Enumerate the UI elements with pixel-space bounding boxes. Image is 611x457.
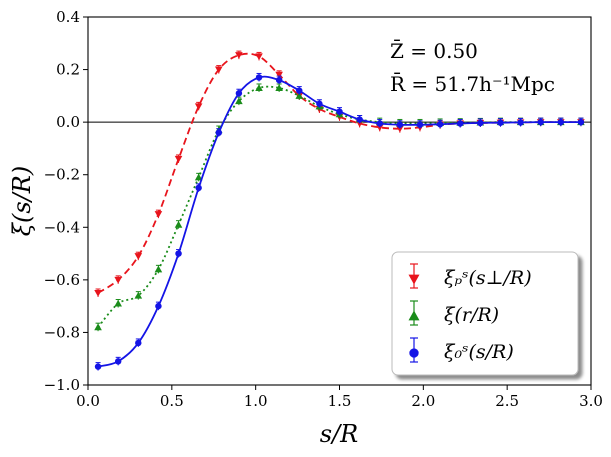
legend-marker — [408, 310, 420, 321]
data-point — [194, 103, 203, 111]
data-point — [194, 173, 203, 181]
y-tick-label: −0.4 — [44, 218, 80, 236]
legend: ξₚˢ(s⊥/R) ξ(r/R) ξ₀ˢ(s/R) — [391, 251, 579, 376]
data-point — [396, 121, 404, 129]
data-point — [375, 124, 384, 132]
data-point — [356, 116, 363, 123]
data-point — [296, 87, 303, 94]
data-point — [235, 89, 243, 97]
data-point — [114, 358, 122, 365]
data-point — [175, 250, 182, 257]
data-point — [316, 100, 323, 107]
x-tick-label: 0.5 — [160, 392, 184, 410]
y-tick-label: 0.4 — [56, 8, 80, 26]
annotation-z: Z̄ = 0.50 — [390, 38, 478, 63]
series-3 — [94, 72, 585, 371]
legend-label: ξₚˢ(s⊥/R) — [444, 267, 532, 289]
data-point — [436, 121, 444, 128]
y-tick-label: −1.0 — [44, 376, 80, 394]
data-point — [195, 184, 202, 192]
data-point — [255, 84, 263, 92]
data-point — [155, 302, 162, 310]
data-point — [255, 53, 263, 61]
y-axis-label: ξ(s/R) — [8, 166, 36, 236]
axes: 0.0 0.5 1.0 1.5 2.0 2.5 3.0 −1.0 −0.8 −0.6 −0.4 −0.… — [44, 8, 603, 410]
data-point — [114, 299, 122, 307]
legend-label: ξ₀ˢ(s/R) — [444, 341, 514, 363]
data-point — [396, 125, 404, 133]
data-point — [416, 121, 424, 129]
y-tick-label: 0.0 — [56, 113, 80, 131]
x-axis-label: s/R — [320, 420, 358, 448]
y-tick-label: −0.2 — [44, 166, 80, 184]
x-tick-label: 2.5 — [495, 392, 519, 410]
data-point — [215, 129, 223, 136]
data-point — [154, 265, 163, 273]
legend-label: ξ(r/R) — [444, 304, 499, 326]
data-point — [477, 119, 484, 127]
legend-item-3: ξ₀ˢ(s/R) — [409, 337, 514, 363]
data-point — [94, 323, 102, 331]
data-point — [94, 363, 102, 370]
legend-marker — [408, 274, 420, 285]
data-point — [214, 66, 223, 74]
data-point — [275, 84, 283, 92]
data-point — [134, 291, 143, 299]
data-point — [135, 339, 142, 347]
data-point — [174, 155, 183, 163]
data-point — [275, 71, 283, 79]
data-point — [376, 120, 383, 127]
y-tick-label: −0.6 — [44, 271, 80, 289]
data-point — [537, 118, 544, 126]
data-point — [557, 118, 565, 126]
data-point — [174, 220, 183, 228]
x-tick-label: 2.0 — [411, 392, 435, 410]
annotation-r: R̄ = 51.7h⁻¹Mpc — [390, 71, 555, 96]
legend-box — [391, 251, 579, 376]
legend-marker — [409, 348, 419, 358]
data-point — [275, 76, 283, 84]
y-tick-label: −0.8 — [44, 323, 80, 341]
x-tick-label: 1.5 — [328, 392, 352, 410]
x-tick-label: 3.0 — [579, 392, 603, 410]
data-point — [577, 118, 585, 126]
data-point — [336, 108, 343, 115]
legend-item-1: ξₚˢ(s⊥/R) — [408, 263, 532, 289]
data-point — [235, 97, 243, 105]
y-tick-label: 0.2 — [56, 61, 80, 79]
data-point — [235, 52, 243, 59]
axis-labels: s/R ξ(s/R) — [8, 166, 358, 448]
data-point — [255, 74, 263, 81]
data-point — [497, 119, 504, 126]
series-layer — [94, 50, 585, 371]
data-point — [154, 211, 163, 218]
data-point — [295, 92, 304, 99]
data-point — [456, 120, 464, 127]
data-point — [94, 289, 102, 297]
x-tick-label: 0.0 — [76, 392, 100, 410]
data-point — [134, 253, 143, 260]
data-point — [517, 119, 524, 126]
x-tick-label: 1.0 — [244, 392, 268, 410]
data-point — [114, 276, 122, 284]
annotation-block: Z̄ = 0.50 R̄ = 51.7h⁻¹Mpc — [390, 38, 555, 96]
legend-item-2: ξ(r/R) — [408, 300, 499, 326]
